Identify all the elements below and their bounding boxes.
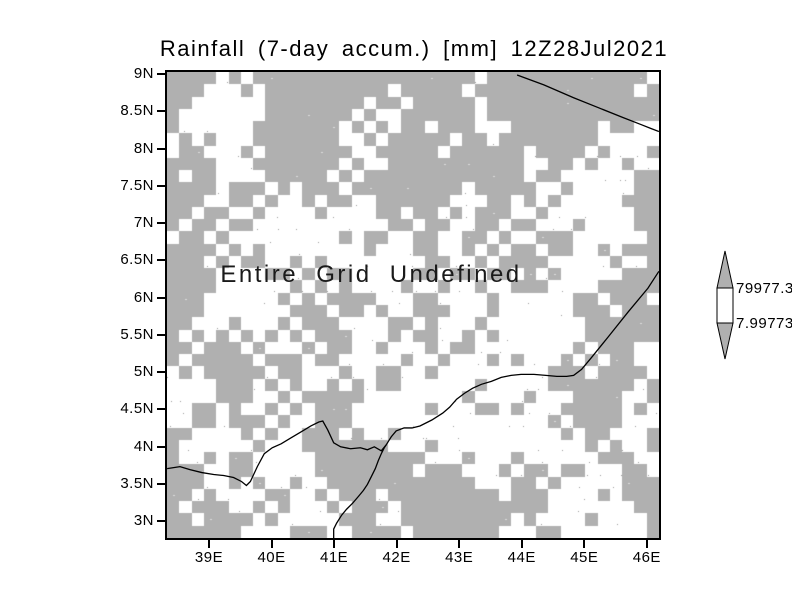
x-tick-label-43E: 43E (445, 549, 474, 566)
y-tick-label-8N: 8N (133, 139, 154, 157)
x-tick-label-41E: 41E (319, 549, 349, 566)
y-tick-label-3N: 3N (133, 512, 154, 529)
x-tick-label-40E: 40E (257, 549, 286, 566)
y-tick-label-5N: 5N (133, 363, 154, 380)
x-tick-mark-42E (395, 540, 398, 548)
undefined-grid-message: Entire Grid Undefined (220, 261, 522, 288)
y-tick-label-6.5N: 6.5N (120, 251, 154, 269)
y-tick-label-6N: 6N (133, 288, 154, 306)
x-tick-label-39E: 39E (194, 549, 224, 566)
x-tick-mark-43E (458, 540, 461, 548)
x-tick-label-44E: 44E (507, 549, 536, 566)
y-tick-label-7.5N: 7.5N (120, 176, 154, 194)
colorbar (716, 250, 734, 360)
y-tick-mark-4N (157, 445, 165, 448)
y-tick-mark-7.5N (157, 184, 165, 187)
coastline-gulf-of-aden (516, 74, 659, 133)
x-tick-mark-46E (645, 540, 648, 548)
y-tick-mark-8N (157, 147, 165, 150)
x-tick-mark-41E (333, 540, 336, 548)
y-tick-mark-6.5N (157, 259, 165, 262)
y-tick-mark-3N (157, 520, 165, 522)
y-tick-mark-5N (157, 371, 165, 373)
y-tick-label-8.5N: 8.5N (120, 102, 154, 120)
y-tick-label-4.5N: 4.5N (120, 400, 154, 418)
colorbar-mid-band (716, 287, 734, 324)
coastline-overlay (167, 74, 659, 538)
x-tick-label-42E: 42E (382, 549, 411, 566)
x-tick-label-45E: 45E (570, 549, 599, 566)
y-tick-label-3.5N: 3.5N (120, 474, 154, 492)
coastline-main (167, 270, 659, 487)
colorbar-max-label: 79977.3 (736, 280, 792, 297)
x-tick-mark-39E (208, 540, 210, 548)
y-tick-mark-7N (157, 222, 165, 224)
y-tick-label-5.5N: 5.5N (120, 325, 154, 343)
x-tick-mark-40E (270, 540, 273, 548)
y-tick-mark-3.5N (157, 482, 165, 485)
colorbar-min-label: 7.99773 (736, 315, 792, 332)
x-tick-mark-44E (520, 540, 523, 548)
undefined-grid-pattern (167, 72, 659, 538)
y-tick-mark-6N (157, 296, 165, 299)
y-tick-label-7N: 7N (133, 214, 154, 231)
y-tick-mark-4.5N (157, 408, 165, 411)
coastline-south-branch (333, 444, 387, 538)
x-tick-mark-45E (583, 540, 586, 548)
colorbar-up-arrow (716, 250, 734, 289)
y-tick-label-4N: 4N (133, 437, 154, 455)
colorbar-down-arrow (716, 322, 734, 360)
y-tick-label-9N: 9N (133, 65, 154, 82)
y-tick-mark-9N (157, 73, 165, 75)
x-tick-label-46E: 46E (632, 549, 661, 566)
y-tick-mark-5.5N (157, 333, 165, 336)
plot-area: Entire Grid Undefined (165, 70, 661, 540)
chart-title: Rainfall (7-day accum.) [mm] 12Z28Jul202… (159, 36, 669, 61)
y-tick-mark-8.5N (157, 110, 165, 113)
